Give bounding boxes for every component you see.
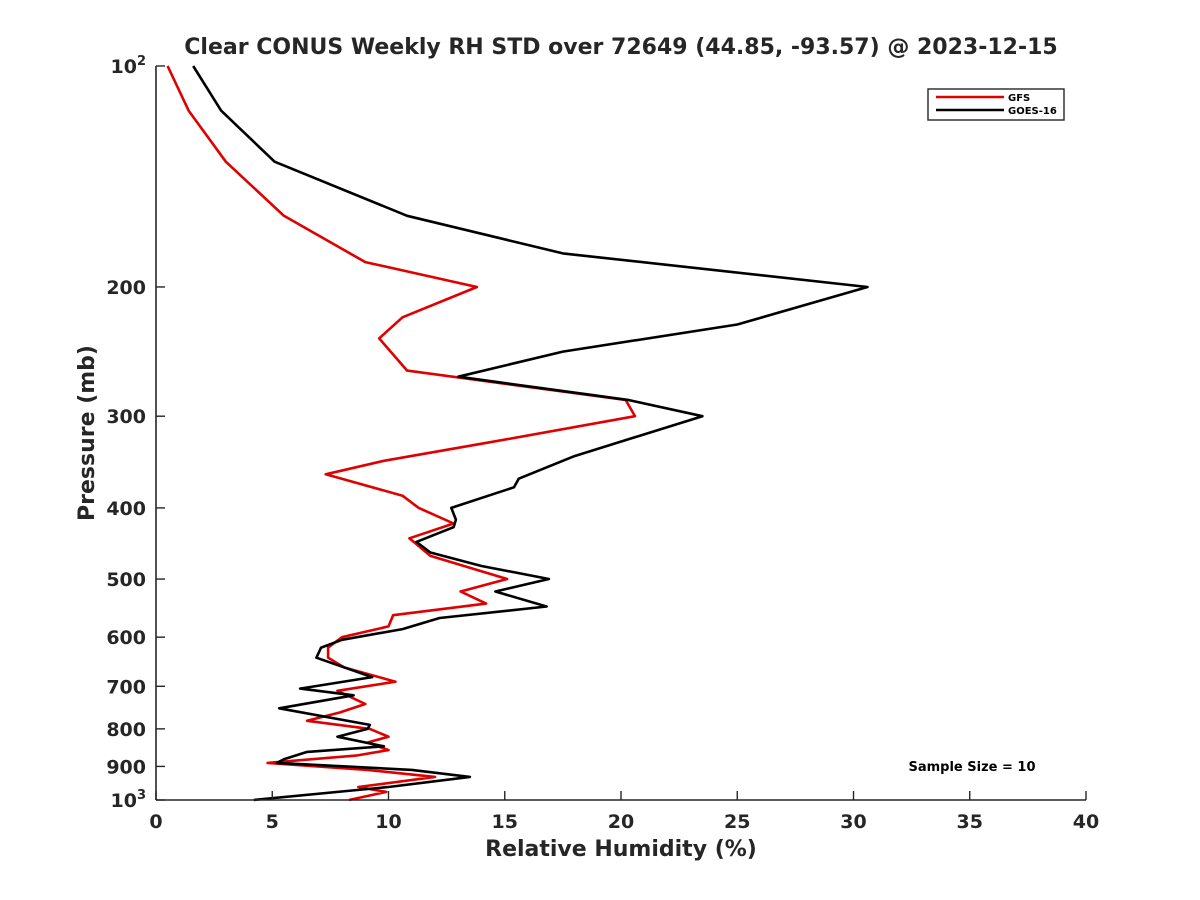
y-tick-base: 10: [111, 56, 137, 78]
x-tick-label: 0: [149, 811, 162, 833]
x-tick-label: 30: [840, 811, 866, 833]
x-axis-label: Relative Humidity (%): [485, 837, 757, 862]
legend: GFS GOES-16: [927, 88, 1065, 121]
y-tick-label: 300: [106, 406, 146, 428]
sample-size-annotation: Sample Size = 10: [908, 760, 1035, 775]
series-line-goes16: [192, 65, 869, 802]
y-tick-label: 102: [111, 54, 147, 78]
y-tick-exponent: 2: [137, 54, 146, 69]
y-tick-exponent: 3: [137, 788, 146, 803]
x-tick-label: 25: [724, 811, 750, 833]
x-tick-label: 20: [608, 811, 634, 833]
y-tick-label: 700: [106, 676, 146, 698]
y-tick-label: 600: [106, 627, 146, 649]
chart-title: Clear CONUS Weekly RH STD over 72649 (44…: [184, 35, 1057, 60]
legend-label-gfs: GFS: [1008, 93, 1030, 104]
y-tick-label: 800: [106, 719, 146, 741]
y-tick-label: 900: [106, 756, 146, 778]
x-tick-label: 5: [266, 811, 279, 833]
legend-box: [927, 88, 1065, 121]
y-tick-base: 10: [111, 790, 137, 812]
x-tick-label: 10: [375, 811, 401, 833]
plot-area: 0 5 10 15 20 25 30 35 40 10220030040050060070080…: [106, 54, 1099, 833]
legend-label-goes16: GOES-16: [1008, 106, 1057, 117]
series-layer: [166, 65, 869, 802]
y-tick-label: 103: [111, 788, 147, 812]
x-ticks: 0 5 10 15 20 25 30 35 40: [149, 791, 1099, 833]
series-line-gfs: [166, 65, 637, 802]
y-tick-label: 400: [106, 498, 146, 520]
x-tick-label: 35: [957, 811, 983, 833]
x-tick-label: 40: [1073, 811, 1099, 833]
y-tick-label: 200: [106, 277, 146, 299]
y-axis-label: Pressure (mb): [75, 345, 100, 521]
x-tick-label: 15: [492, 811, 518, 833]
y-tick-label: 500: [106, 569, 146, 591]
